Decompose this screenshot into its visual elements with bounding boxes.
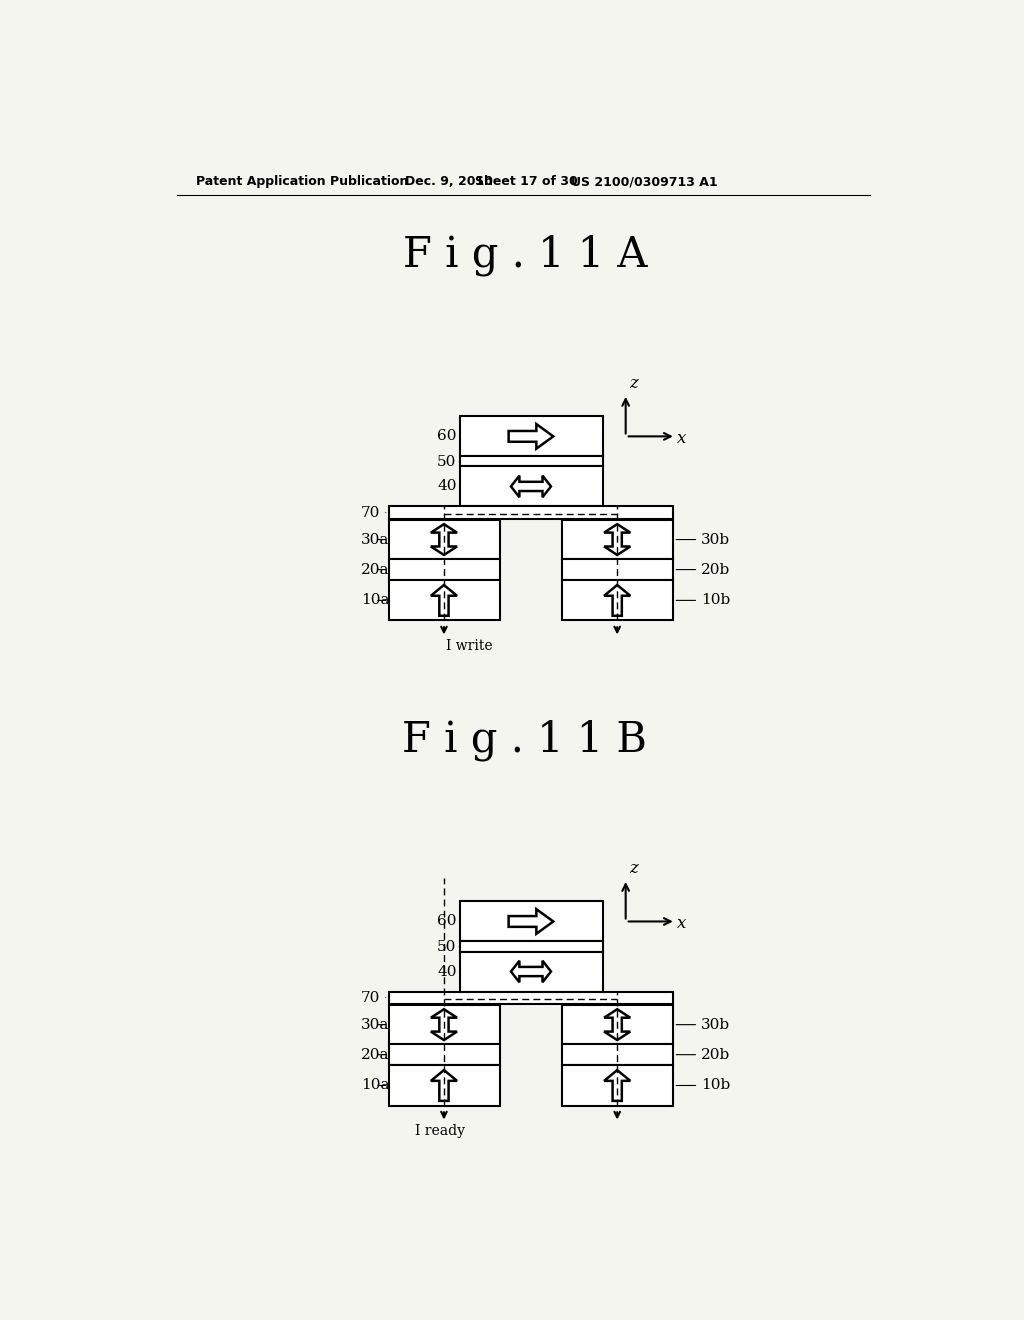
- Text: 10b: 10b: [676, 1078, 730, 1093]
- Polygon shape: [511, 961, 551, 982]
- Bar: [388, 1065, 500, 1106]
- Text: I ready: I ready: [415, 1125, 465, 1138]
- Polygon shape: [511, 475, 551, 498]
- Text: z: z: [629, 859, 638, 876]
- Text: 10a: 10a: [360, 1078, 389, 1093]
- Bar: [460, 416, 602, 457]
- Bar: [388, 1006, 500, 1044]
- Bar: [460, 902, 602, 941]
- Bar: [388, 581, 500, 620]
- Text: F i g . 1 1 B: F i g . 1 1 B: [402, 719, 647, 760]
- Text: 30a: 30a: [360, 1018, 389, 1032]
- Text: 50: 50: [437, 455, 460, 469]
- Text: Sheet 17 of 30: Sheet 17 of 30: [475, 176, 578, 189]
- Bar: [460, 941, 602, 952]
- Bar: [562, 1006, 674, 1044]
- Polygon shape: [509, 909, 553, 933]
- Polygon shape: [431, 1071, 457, 1101]
- Text: 20b: 20b: [676, 562, 730, 577]
- Bar: [562, 558, 674, 581]
- Bar: [388, 558, 500, 581]
- Text: F i g . 1 1 A: F i g . 1 1 A: [402, 234, 647, 276]
- Text: 30b: 30b: [676, 1018, 730, 1032]
- Text: 40: 40: [437, 479, 460, 494]
- Text: 30a: 30a: [360, 532, 389, 546]
- Bar: [562, 1065, 674, 1106]
- Bar: [562, 1044, 674, 1065]
- Text: x: x: [677, 429, 687, 446]
- Bar: [460, 457, 602, 466]
- Bar: [388, 520, 500, 558]
- Text: 60: 60: [437, 915, 460, 928]
- Bar: [460, 466, 602, 507]
- Bar: [460, 952, 602, 991]
- Text: 30b: 30b: [676, 532, 730, 546]
- Text: 50: 50: [437, 940, 460, 954]
- Text: Patent Application Publication: Patent Application Publication: [196, 176, 409, 189]
- Text: 70: 70: [360, 506, 386, 520]
- Polygon shape: [431, 585, 457, 615]
- Text: 60: 60: [437, 429, 460, 444]
- Polygon shape: [431, 524, 457, 554]
- Text: 70: 70: [360, 991, 386, 1005]
- Polygon shape: [431, 1010, 457, 1040]
- Text: US 2100/0309713 A1: US 2100/0309713 A1: [571, 176, 718, 189]
- Bar: [388, 1044, 500, 1065]
- Polygon shape: [604, 524, 631, 554]
- Text: 20a: 20a: [360, 1048, 389, 1061]
- Text: 20a: 20a: [360, 562, 389, 577]
- Bar: [562, 520, 674, 558]
- Bar: [388, 991, 674, 1003]
- Bar: [388, 507, 674, 519]
- Text: z: z: [629, 375, 638, 392]
- Text: 40: 40: [437, 965, 460, 978]
- Text: 20b: 20b: [676, 1048, 730, 1061]
- Text: x: x: [677, 915, 687, 932]
- Polygon shape: [604, 1010, 631, 1040]
- Text: 10b: 10b: [676, 594, 730, 607]
- Text: 10a: 10a: [360, 594, 389, 607]
- Bar: [562, 581, 674, 620]
- Polygon shape: [509, 424, 553, 449]
- Text: I write: I write: [446, 639, 493, 653]
- Polygon shape: [604, 1071, 631, 1101]
- Text: Dec. 9, 2010: Dec. 9, 2010: [406, 176, 494, 189]
- Polygon shape: [604, 585, 631, 615]
